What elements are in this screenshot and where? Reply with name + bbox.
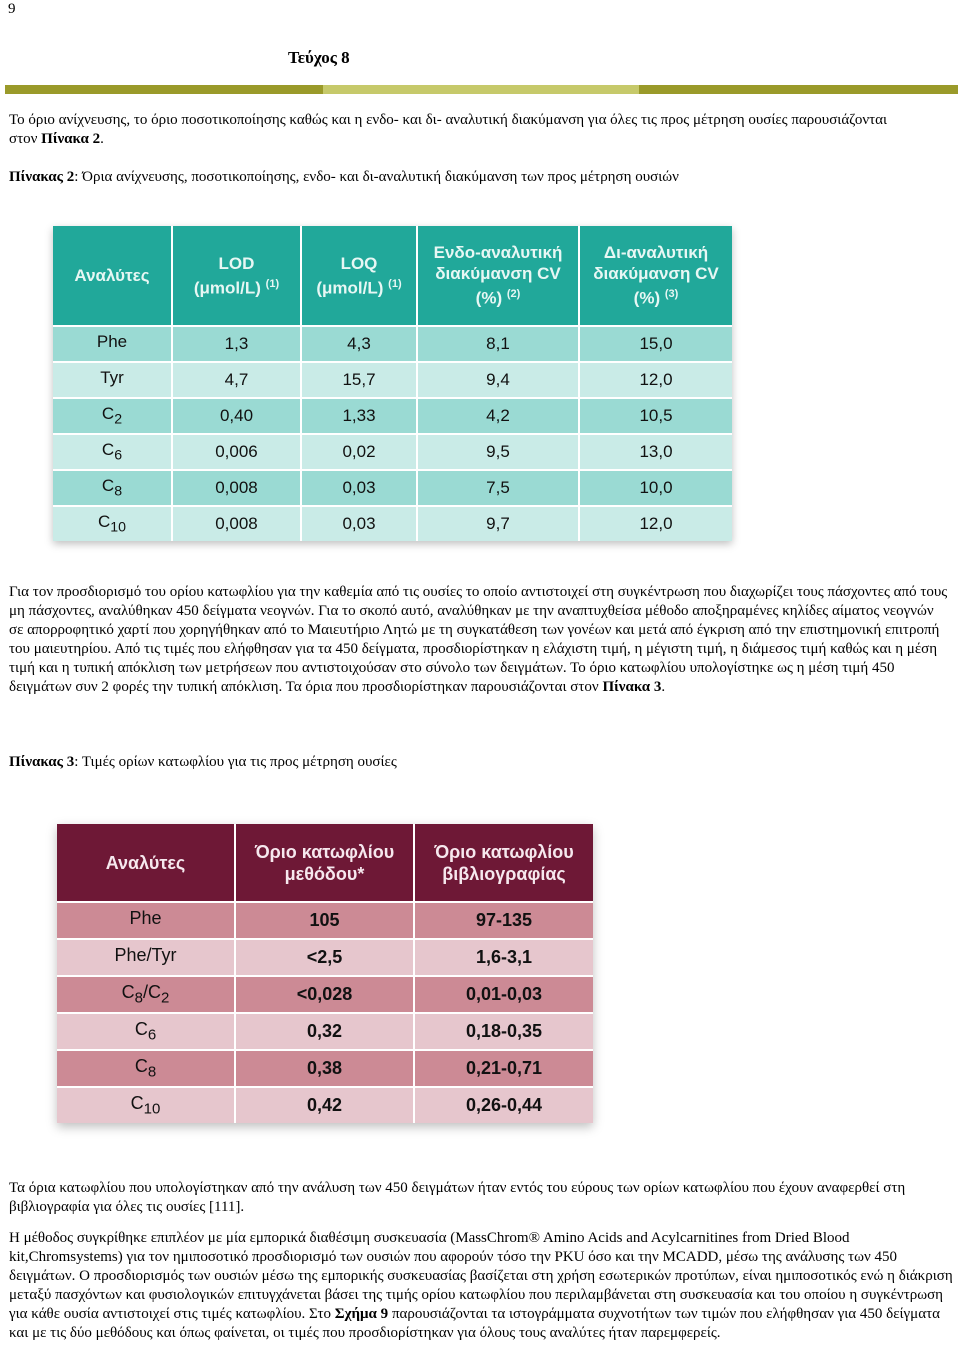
paragraph-text: Η μέθοδος συγκρίθηκε επιπλέον με μία εμπ… [9, 1230, 953, 1322]
table3-caption-text: : Τιμές ορίων κατωφλίου για τις προς μέτ… [74, 754, 397, 770]
table3-caption: Πίνακας 3: Τιμές ορίων κατωφλίου για τις… [9, 753, 397, 772]
header-analytes: Αναλύτες [53, 226, 173, 327]
table-header-row: Αναλύτες Όριο κατωφλίου μεθόδου* Όριο κατ… [57, 824, 593, 903]
intro-table-ref: Πίνακα 2 [41, 131, 101, 147]
header-rule-right [639, 85, 958, 94]
paragraph-table-ref: Πίνακα 3 [602, 679, 662, 695]
table-row: C8 0,008 0,03 7,5 10,0 [53, 470, 732, 507]
header-literature-threshold: Όριο κατωφλίου βιβλιογραφίας [414, 824, 593, 903]
table-row: C8 0,38 0,21-0,71 [57, 1050, 593, 1088]
paragraph-text: Για τον προσδιορισμό του ορίου κατωφλίου… [9, 584, 948, 695]
table2-caption-label: Πίνακας 2 [9, 169, 75, 185]
table-row: Phe 1,3 4,3 8,1 15,0 [53, 326, 732, 363]
literature-comparison-paragraph: Τα όρια κατωφλίου που υπολογίστηκαν από … [9, 1180, 906, 1215]
header-rule-mid [323, 85, 639, 94]
table-row: C6 0,32 0,18-0,35 [57, 1013, 593, 1051]
table-row: C10 0,42 0,26-0,44 [57, 1087, 593, 1123]
header-title: Τεύχος 8 [288, 48, 350, 67]
header-analytes: Αναλύτες [57, 824, 236, 903]
header-intra-cv: Ενδο-αναλυτική διακύμανση CV (%) (2) [417, 226, 580, 327]
table2-caption: Πίνακας 2: Όρια ανίχνευσης, ποσοτικοποίη… [9, 168, 679, 187]
table3-caption-label: Πίνακας 3 [9, 754, 75, 770]
table-row: C10 0,008 0,03 9,7 12,0 [53, 506, 732, 541]
table-row: C2 0,40 1,33 4,2 10,5 [53, 398, 732, 435]
intro-end: . [100, 131, 104, 147]
header-rule-left [5, 85, 323, 94]
header-loq: LOQ (μmol/L) (1) [301, 226, 418, 327]
table-row: C6 0,006 0,02 9,5 13,0 [53, 434, 732, 471]
table-header-row: Αναλύτες LOD (μmol/L) (1) LOQ (μmol/L) (… [53, 226, 732, 327]
header-inter-cv: Δι-αναλυτική διακύμανση CV (%) (3) [579, 226, 732, 327]
paragraph-end: παρουσιάζονται τα ιστογράμματα συχνοτήτω… [9, 1306, 940, 1341]
intro-text: Το όριο ανίχνευσης, το όριο ποσοτικοποίη… [9, 112, 888, 147]
table-row: Tyr 4,7 15,7 9,4 12,0 [53, 362, 732, 399]
threshold-method-paragraph: Για τον προσδιορισμό του ορίου κατωφλίου… [9, 583, 951, 697]
threshold-limits-table: Αναλύτες Όριο κατωφλίου μεθόδου* Όριο κατ… [57, 824, 593, 1123]
detection-limits-table: Αναλύτες LOD (μmol/L) (1) LOQ (μmol/L) (… [53, 226, 732, 541]
page-number: 9 [8, 1, 16, 17]
commercial-kit-paragraph: Η μέθοδος συγκρίθηκε επιπλέον με μία εμπ… [9, 1229, 953, 1343]
table-row: C8/C2 <0,028 0,01-0,03 [57, 976, 593, 1014]
intro-paragraph: Το όριο ανίχνευσης, το όριο ποσοτικοποίη… [9, 111, 909, 149]
table2-caption-text: : Όρια ανίχνευσης, ποσοτικοποίησης, ενδο… [74, 169, 679, 185]
paragraph-end: . [661, 679, 666, 695]
header-lod: LOD (μmol/L) (1) [172, 226, 302, 327]
header-method-threshold: Όριο κατωφλίου μεθόδου* [235, 824, 415, 903]
figure-ref: Σχήμα 9 [334, 1306, 389, 1322]
table-row: Phe/Tyr <2,5 1,6-3,1 [57, 939, 593, 977]
table-row: Phe 105 97-135 [57, 902, 593, 940]
